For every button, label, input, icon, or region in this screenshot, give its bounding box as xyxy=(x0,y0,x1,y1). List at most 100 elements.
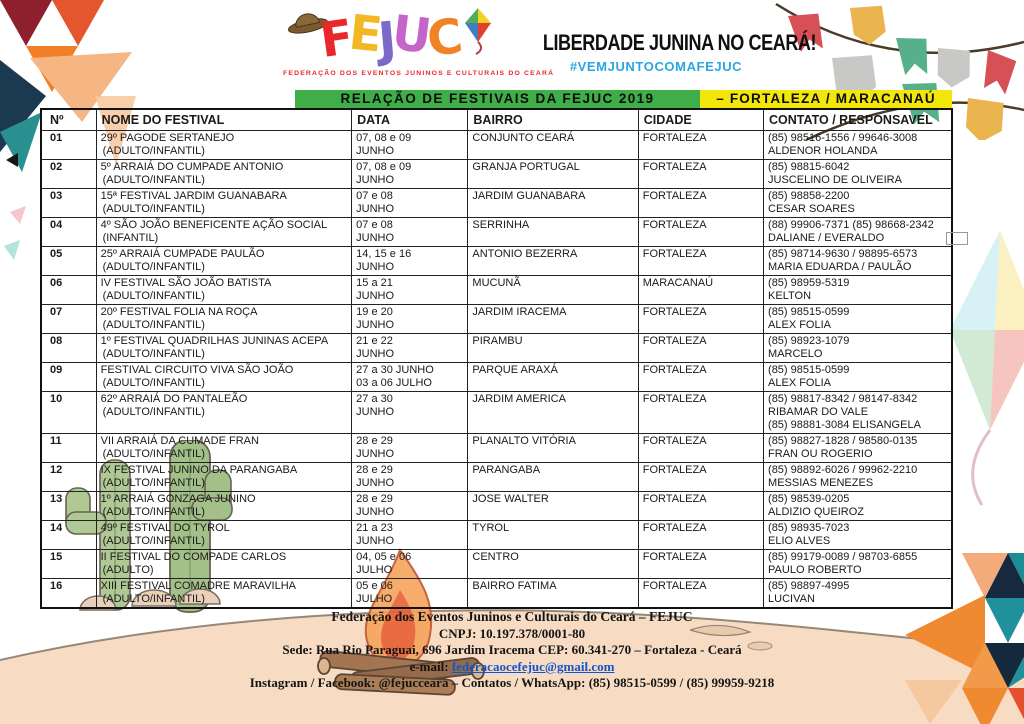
festival-number: 16 xyxy=(40,578,97,609)
festival-cidade: FORTALEZA xyxy=(637,578,765,609)
festival-cidade: MARACANAÚ xyxy=(637,275,765,305)
festival-name-cell: 1º FESTIVAL QUADRILHAS JUNINAS ACEPA (AD… xyxy=(95,333,353,363)
contact-line: (85) 98539-0205 xyxy=(768,493,850,505)
contact-line: (85) 98935-7023 xyxy=(768,522,850,534)
festival-month: JUNHO xyxy=(356,145,395,157)
festival-contact-cell: (85) 98897-4995 LUCIVAN xyxy=(763,578,953,609)
festival-date: 21 a 23 xyxy=(356,522,393,534)
festival-contact-cell: (88) 99906-7371 (85) 98668-2342 DALIANE /… xyxy=(763,217,953,247)
festival-number: 15 xyxy=(40,549,97,579)
festival-name: FESTIVAL CIRCUITO VIVA SÃO JOÃO xyxy=(100,364,294,376)
festival-cidade: FORTALEZA xyxy=(637,362,765,392)
festival-month: JUNHO xyxy=(356,232,395,244)
festival-contact-cell: (85) 99179-0089 / 98703-6855 PAULO ROBERT… xyxy=(763,549,953,579)
col-header-name: NOME DO FESTIVAL xyxy=(95,108,353,131)
contact-line: KELTON xyxy=(768,290,812,302)
festival-date-cell: 07, 08 e 09 JUNHO xyxy=(351,130,469,160)
title-green: RELAÇÃO DE FESTIVAIS DA FEJUC 2019 xyxy=(295,90,700,108)
festival-name-cell: 25º ARRAIÁ CUMPADE PAULÃO (ADULTO/INFANT… xyxy=(95,246,353,276)
footer-email-line: e-mail: federacaocefejuc@gmail.com xyxy=(0,659,1024,676)
festival-date: 05 e 06 xyxy=(356,580,393,592)
festival-date: 07, 08 e 09 xyxy=(356,132,412,144)
festival-date-cell: 05 e 06 JULHO xyxy=(351,578,469,609)
email-link[interactable]: federacaocefejuc@gmail.com xyxy=(451,658,615,674)
festival-name-cell: 1º ARRAIÁ GONZAGA JUNINO (ADULTO/INFANTI… xyxy=(95,491,353,521)
festival-date-cell: 21 a 23 JUNHO xyxy=(351,520,469,550)
festival-date: 15 a 21 xyxy=(356,277,393,289)
festival-table: Nº NOME DO FESTIVAL DATA BAIRRO CIDADE C… xyxy=(40,108,953,609)
festival-audience: (ADULTO/INFANTIL) xyxy=(102,174,205,186)
festival-date: 19 e 20 xyxy=(356,306,393,318)
festival-month: JUNHO xyxy=(356,203,395,215)
festival-month: JUNHO xyxy=(356,319,395,331)
col-header-num: Nº xyxy=(40,108,97,131)
festival-audience: (ADULTO/INFANTIL) xyxy=(102,535,205,547)
festival-bairro: JOSE WALTER xyxy=(467,491,639,521)
col-header-cidade: CIDADE xyxy=(637,108,765,131)
festival-name-cell: 20º FESTIVAL FOLIA NA ROÇA (ADULTO/INFAN… xyxy=(95,304,353,334)
festival-bairro: JARDIM IRACEMA xyxy=(467,304,639,334)
festival-contact-cell: (85) 98935-7023 ELIO ALVES xyxy=(763,520,953,550)
footer-address: Sede: Rua Rio Paraguai, 696 Jardim Irace… xyxy=(282,642,742,657)
contact-line: MARCELO xyxy=(768,348,823,360)
festival-cidade: FORTALEZA xyxy=(637,333,765,363)
festival-contact-cell: (85) 98817-8342 / 98147-8342 RIBAMAR DO V… xyxy=(763,391,953,434)
festival-audience: (INFANTIL) xyxy=(102,232,159,244)
slogan-block: LIBERDADE JUNINA NO CEARÁ! #VEMJUNTOCOMA… xyxy=(518,30,817,74)
kite-icon xyxy=(464,8,491,55)
fejuc-logo: FEJUC FEDERAÇÃO DOS EVENTOS JUNINOS E CU… xyxy=(283,4,553,77)
festival-name-cell: 4º SÃO JOÃO BENEFICENTE AÇÃO SOCIAL (INF… xyxy=(95,217,353,247)
festival-number: 02 xyxy=(40,159,97,189)
festival-name-cell: II FESTIVAL DO COMPADE CARLOS (ADULTO) xyxy=(95,549,353,579)
festival-bairro: MUCUNÃ xyxy=(467,275,639,305)
logo-letter: C xyxy=(423,8,466,68)
table-row: 04 4º SÃO JOÃO BENEFICENTE AÇÃO SOCIAL (… xyxy=(40,217,953,247)
festival-name: 25º ARRAIÁ CUMPADE PAULÃO xyxy=(100,248,265,260)
festival-bairro: PLANALTO VITÓRIA xyxy=(467,433,639,463)
festival-date: 07 e 08 xyxy=(356,219,393,231)
festival-name: VII ARRAIÁ DA CUMADE FRAN xyxy=(100,435,259,447)
table-row: 09 FESTIVAL CIRCUITO VIVA SÃO JOÃO (ADUL… xyxy=(40,362,953,392)
festival-number: 05 xyxy=(40,246,97,276)
festival-contact-cell: (85) 98539-0205 ALDIZIO QUEIROZ xyxy=(763,491,953,521)
festival-contact-cell: (85) 98858-2200 CESAR SOARES xyxy=(763,188,953,218)
festival-name: 1º FESTIVAL QUADRILHAS JUNINAS ACEPA xyxy=(100,335,329,347)
festival-audience: (ADULTO/INFANTIL) xyxy=(102,377,205,389)
title-yellow: – FORTALEZA / MARACANAÚ xyxy=(700,90,952,108)
contact-line: ALEX FOLIA xyxy=(768,319,832,331)
contact-line: (85) 98714-9630 / 98895-6573 xyxy=(768,248,918,260)
festival-contact-cell: (85) 98827-1828 / 98580-0135 FRAN OU ROGE… xyxy=(763,433,953,463)
festival-month: JUNHO xyxy=(356,477,395,489)
festival-month: 03 a 06 JULHO xyxy=(356,377,432,389)
festival-date-cell: 14, 15 e 16 JUNHO xyxy=(351,246,469,276)
festival-number: 06 xyxy=(40,275,97,305)
festival-name: 15ª FESTIVAL JARDIM GUANABARA xyxy=(100,190,287,202)
festival-month: JUNHO xyxy=(356,448,395,460)
festival-audience: (ADULTO/INFANTIL) xyxy=(102,506,205,518)
footer-cnpj: CNPJ: 10.197.378/0001-80 xyxy=(438,625,586,641)
table-row: 16 XIII FESTIVAL COMADRE MARAVILHA (ADUL… xyxy=(40,578,953,609)
table-row: 08 1º FESTIVAL QUADRILHAS JUNINAS ACEPA … xyxy=(40,333,953,363)
festival-date-cell: 04, 05 e 06 JULHO xyxy=(351,549,469,579)
festival-cidade: FORTALEZA xyxy=(637,433,765,463)
footer-social: Instagram / Facebook: @fejucceara – Cont… xyxy=(249,675,775,690)
festival-number: 08 xyxy=(40,333,97,363)
festival-contact-cell: (85) 98714-9630 / 98895-6573 MARIA EDUARD… xyxy=(763,246,953,276)
festival-number: 14 xyxy=(40,520,97,550)
festival-number: 11 xyxy=(40,433,97,463)
festival-bairro: GRANJA PORTUGAL xyxy=(467,159,639,189)
festival-name-cell: IX FESTIVAL JUNINO DA PARANGABA (ADULTO/… xyxy=(95,462,353,492)
festival-name-cell: VII ARRAIÁ DA CUMADE FRAN (ADULTO/INFANT… xyxy=(95,433,353,463)
festival-cidade: FORTALEZA xyxy=(637,462,765,492)
table-row: 15 II FESTIVAL DO COMPADE CARLOS (ADULTO… xyxy=(40,549,953,579)
festival-number: 03 xyxy=(40,188,97,218)
contact-line: ELIO ALVES xyxy=(768,535,831,547)
contact-line: ALDIZIO QUEIROZ xyxy=(768,506,864,518)
table-row: 12 IX FESTIVAL JUNINO DA PARANGABA (ADUL… xyxy=(40,462,953,492)
contact-line: (85) 98515-0599 xyxy=(768,364,850,376)
footer-org-name: Federação dos Eventos Juninos e Culturai… xyxy=(331,609,693,624)
festival-name-cell: 29º PAGODE SERTANEJO (ADULTO/INFANTIL) xyxy=(95,130,353,160)
festival-month: JULHO xyxy=(356,593,393,605)
contact-line: MESSIAS MENEZES xyxy=(768,477,874,489)
